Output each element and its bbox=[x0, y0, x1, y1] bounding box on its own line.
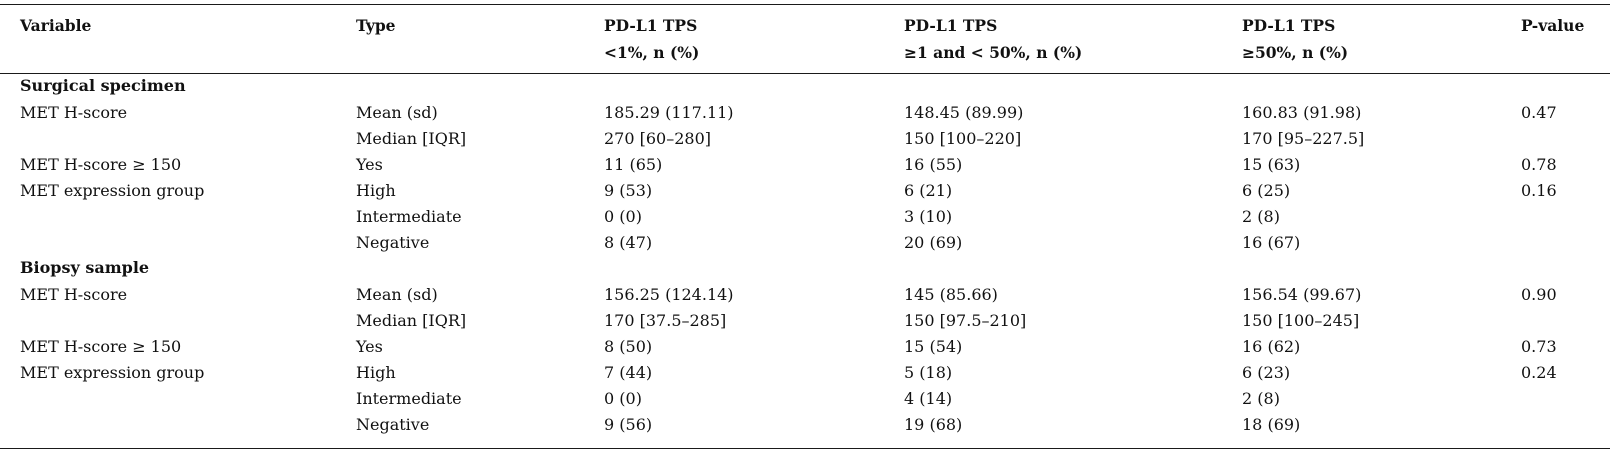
cell-tps-low: 185.29 (117.11) bbox=[604, 103, 734, 122]
cell-variable: MET H-score bbox=[20, 285, 128, 304]
cell-tps-mid: 15 (54) bbox=[904, 337, 963, 356]
cell-tps-high: 156.54 (99.67) bbox=[1242, 285, 1362, 304]
cell-pvalue: 0.16 bbox=[1521, 181, 1557, 200]
cell-tps-low: 170 [37.5–285] bbox=[604, 311, 727, 330]
section-title: Surgical specimen bbox=[20, 76, 186, 95]
cell-tps-low: 9 (53) bbox=[604, 181, 653, 200]
cell-tps-mid: 148.45 (89.99) bbox=[904, 103, 1024, 122]
cell-tps-mid: 3 (10) bbox=[904, 207, 953, 226]
cell-tps-mid: 145 (85.66) bbox=[904, 285, 998, 304]
table-row: Negative 9 (56) 19 (68) 18 (69) bbox=[0, 412, 1610, 438]
cell-tps-mid: 6 (21) bbox=[904, 181, 953, 200]
cell-tps-high: 2 (8) bbox=[1242, 207, 1280, 226]
cell-type: Mean (sd) bbox=[356, 285, 438, 304]
table-row: MET H-score ≥ 150 Yes 11 (65) 16 (55) 15… bbox=[0, 152, 1610, 178]
cell-tps-high: 16 (62) bbox=[1242, 337, 1301, 356]
section-title: Biopsy sample bbox=[20, 258, 150, 277]
cell-tps-high: 2 (8) bbox=[1242, 389, 1280, 408]
cell-pvalue: 0.24 bbox=[1521, 363, 1557, 382]
bottom-rule bbox=[0, 448, 1610, 449]
cell-tps-low: 11 (65) bbox=[604, 155, 663, 174]
table-row: Median [IQR] 170 [37.5–285] 150 [97.5–21… bbox=[0, 308, 1610, 334]
cell-type: Intermediate bbox=[356, 389, 462, 408]
cell-tps-high: 160.83 (91.98) bbox=[1242, 103, 1362, 122]
cell-tps-mid: 5 (18) bbox=[904, 363, 953, 382]
cell-tps-high: 6 (23) bbox=[1242, 363, 1291, 382]
cell-type: Yes bbox=[356, 337, 383, 356]
header-pvalue: P-value bbox=[1521, 16, 1585, 35]
cell-tps-mid: 150 [97.5–210] bbox=[904, 311, 1027, 330]
cell-tps-high: 150 [100–245] bbox=[1242, 311, 1360, 330]
cell-tps-mid: 4 (14) bbox=[904, 389, 953, 408]
cell-tps-low: 270 [60–280] bbox=[604, 129, 712, 148]
cell-variable: MET H-score bbox=[20, 103, 128, 122]
cell-tps-mid: 150 [100–220] bbox=[904, 129, 1022, 148]
header-tps-high: PD-L1 TPS ≥50%, n (%) bbox=[1242, 16, 1349, 62]
header-tps-low: PD-L1 TPS <1%, n (%) bbox=[604, 16, 700, 62]
table-row: MET expression group High 7 (44) 5 (18) … bbox=[0, 360, 1610, 386]
cell-tps-high: 18 (69) bbox=[1242, 415, 1301, 434]
cell-type: Intermediate bbox=[356, 207, 462, 226]
table-row: MET H-score Mean (sd) 156.25 (124.14) 14… bbox=[0, 282, 1610, 308]
cell-variable: MET expression group bbox=[20, 363, 205, 382]
cell-tps-low: 156.25 (124.14) bbox=[604, 285, 734, 304]
cell-tps-mid: 16 (55) bbox=[904, 155, 963, 174]
header-variable: Variable bbox=[20, 16, 92, 35]
table-row: Intermediate 0 (0) 3 (10) 2 (8) bbox=[0, 204, 1610, 230]
header-rule bbox=[0, 73, 1610, 74]
header-tps-mid: PD-L1 TPS ≥1 and < 50%, n (%) bbox=[904, 16, 1083, 62]
cell-type: High bbox=[356, 363, 396, 382]
cell-type: Negative bbox=[356, 233, 430, 252]
cell-variable: MET expression group bbox=[20, 181, 205, 200]
cell-pvalue: 0.90 bbox=[1521, 285, 1557, 304]
cell-type: Yes bbox=[356, 155, 383, 174]
cell-type: Mean (sd) bbox=[356, 103, 438, 122]
cell-tps-mid: 19 (68) bbox=[904, 415, 963, 434]
cell-pvalue: 0.73 bbox=[1521, 337, 1557, 356]
table-row: Intermediate 0 (0) 4 (14) 2 (8) bbox=[0, 386, 1610, 412]
table-row: MET expression group High 9 (53) 6 (21) … bbox=[0, 178, 1610, 204]
cell-tps-high: 170 [95–227.5] bbox=[1242, 129, 1365, 148]
top-rule bbox=[0, 4, 1610, 5]
table-row: MET H-score Mean (sd) 185.29 (117.11) 14… bbox=[0, 100, 1610, 126]
table-row: Negative 8 (47) 20 (69) 16 (67) bbox=[0, 230, 1610, 256]
cell-tps-high: 6 (25) bbox=[1242, 181, 1291, 200]
cell-tps-low: 7 (44) bbox=[604, 363, 653, 382]
cell-tps-low: 8 (50) bbox=[604, 337, 653, 356]
table-row: MET H-score ≥ 150 Yes 8 (50) 15 (54) 16 … bbox=[0, 334, 1610, 360]
header-type: Type bbox=[356, 16, 396, 35]
table-row: Median [IQR] 270 [60–280] 150 [100–220] … bbox=[0, 126, 1610, 152]
cell-pvalue: 0.47 bbox=[1521, 103, 1557, 122]
cell-type: Negative bbox=[356, 415, 430, 434]
cell-tps-high: 16 (67) bbox=[1242, 233, 1301, 252]
cell-tps-low: 8 (47) bbox=[604, 233, 653, 252]
cell-tps-high: 15 (63) bbox=[1242, 155, 1301, 174]
cell-pvalue: 0.78 bbox=[1521, 155, 1557, 174]
cell-tps-low: 9 (56) bbox=[604, 415, 653, 434]
cell-type: High bbox=[356, 181, 396, 200]
cell-tps-mid: 20 (69) bbox=[904, 233, 963, 252]
cell-type: Median [IQR] bbox=[356, 311, 467, 330]
cell-variable: MET H-score ≥ 150 bbox=[20, 155, 182, 174]
cell-variable: MET H-score ≥ 150 bbox=[20, 337, 182, 356]
cell-tps-low: 0 (0) bbox=[604, 207, 642, 226]
cell-type: Median [IQR] bbox=[356, 129, 467, 148]
cell-tps-low: 0 (0) bbox=[604, 389, 642, 408]
